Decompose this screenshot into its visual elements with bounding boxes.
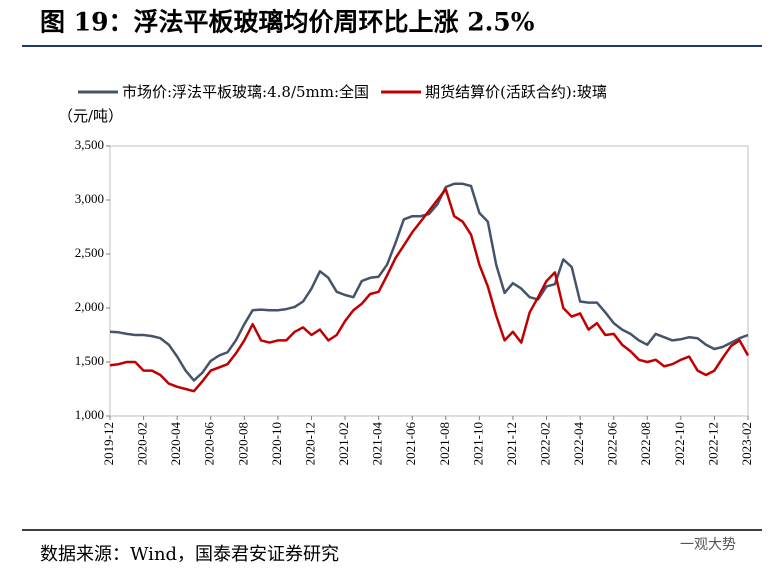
x-tick-label: 2020-06 — [202, 422, 217, 466]
series-line — [109, 187, 750, 393]
x-tick-label: 2020-04 — [168, 422, 183, 466]
series-line — [109, 182, 749, 382]
y-tick-label: 1,500 — [75, 353, 104, 368]
x-tick-label: 2020-12 — [302, 422, 317, 465]
source: 数据来源：Wind，国泰君安证券研究 — [40, 544, 339, 565]
x-tick-label: 2020-10 — [269, 422, 284, 465]
watermark: 一观大势 — [680, 537, 736, 553]
x-tick-label: 2021-12 — [504, 422, 519, 465]
chart-title: 图 19：浮法平板玻璃均价周环比上涨 2.5% — [40, 8, 535, 37]
x-tick-label: 2019-12 — [101, 422, 116, 465]
y-tick-label: 2,000 — [75, 299, 104, 314]
legend-label: 期货结算价(活跃合约):玻璃 — [425, 83, 607, 101]
x-tick-label: 2022-10 — [672, 422, 687, 465]
x-tick-label: 2021-06 — [403, 422, 418, 466]
y-tick-label: 1,000 — [75, 407, 104, 422]
x-tick-label: 2022-12 — [705, 422, 720, 465]
legend-label: 市场价:浮法平板玻璃:4.8/5mm:全国 — [122, 83, 369, 101]
y-axis-label: （元/吨） — [58, 107, 123, 125]
x-tick-label: 2021-10 — [470, 422, 485, 465]
x-tick-label: 2021-02 — [336, 422, 351, 465]
y-tick-label: 3,500 — [75, 137, 104, 152]
x-tick-label: 2022-08 — [638, 422, 653, 465]
x-tick-label: 2022-04 — [571, 422, 586, 466]
x-tick-label: 2020-02 — [135, 422, 150, 465]
x-tick-label: 2021-04 — [370, 422, 385, 466]
x-tick-label: 2022-06 — [605, 422, 620, 466]
x-tick-label: 2021-08 — [437, 422, 452, 465]
x-tick-label: 2020-08 — [235, 422, 250, 465]
x-tick-label: 2022-02 — [538, 422, 553, 465]
y-tick-label: 2,500 — [75, 245, 104, 260]
y-tick-label: 3,000 — [75, 191, 104, 206]
x-tick-label: 2023-02 — [739, 422, 754, 465]
plot-frame — [109, 145, 749, 417]
